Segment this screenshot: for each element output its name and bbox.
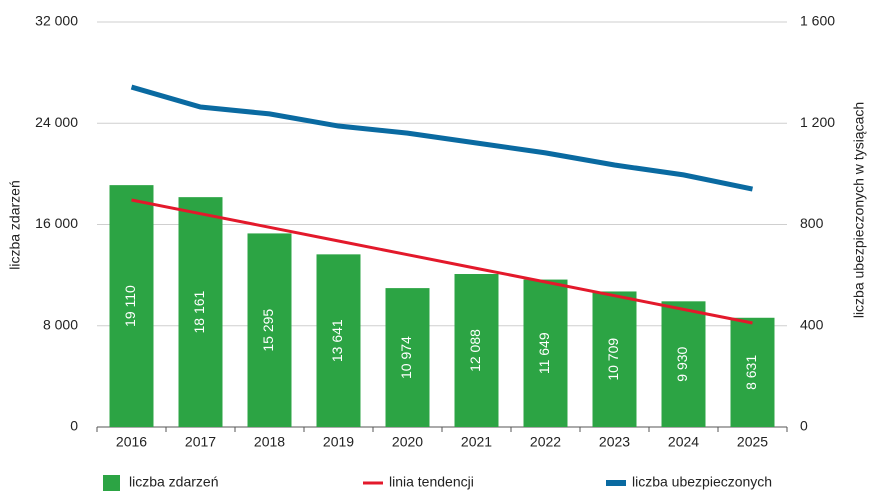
- y2-tick-label: 0: [800, 418, 808, 434]
- data-label: 15 295: [260, 309, 276, 352]
- x-tick-label: 2019: [323, 434, 354, 450]
- bar: [178, 197, 223, 427]
- legend-swatch: [103, 475, 120, 491]
- x-tick-label: 2025: [737, 434, 768, 450]
- y2-tick-label: 400: [800, 316, 824, 332]
- data-label: 18 161: [191, 290, 207, 333]
- data-label: 8 631: [743, 355, 759, 390]
- y2-axis-title: liczba ubezpieczonych w tysiącach: [851, 102, 867, 318]
- x-tick-label: 2018: [254, 434, 285, 450]
- data-label: 10 974: [398, 336, 414, 379]
- line: [131, 198, 753, 325]
- bar: [592, 291, 637, 427]
- bar: [316, 254, 361, 427]
- bar: [385, 288, 430, 427]
- bar: [109, 185, 154, 427]
- data-label: 19 110: [122, 285, 138, 327]
- x-tick-label: 2017: [185, 434, 216, 450]
- y-tick-label: 0: [70, 418, 78, 434]
- y2-tick-label: 1 600: [800, 13, 835, 29]
- x-tick-label: 2023: [599, 434, 630, 450]
- bar: [661, 301, 706, 427]
- data-label: 9 930: [674, 346, 690, 381]
- x-tick-label: 2016: [116, 434, 147, 450]
- line: [130, 84, 754, 192]
- x-tick-label: 2021: [461, 434, 492, 450]
- y-tick-label: 16 000: [35, 215, 78, 231]
- legend-label: linia tendencji: [389, 474, 474, 490]
- y-tick-label: 32 000: [35, 13, 78, 29]
- y-tick-label: 24 000: [35, 114, 78, 130]
- x-tick-label: 2022: [530, 434, 561, 450]
- bar: [730, 317, 775, 427]
- y-tick-label: 8 000: [43, 316, 78, 332]
- legend-label: liczba zdarzeń: [129, 474, 219, 490]
- data-label: 13 641: [329, 319, 345, 362]
- y2-tick-label: 1 200: [800, 114, 835, 130]
- x-tick-label: 2020: [392, 434, 423, 450]
- bar: [523, 279, 568, 427]
- y2-tick-label: 800: [800, 215, 824, 231]
- data-label: 12 088: [467, 329, 483, 372]
- legend-label: liczba ubezpieczonych: [632, 474, 772, 490]
- x-tick-label: 2024: [668, 434, 699, 450]
- data-label: 10 709: [605, 338, 621, 381]
- data-label: 11 649: [536, 332, 552, 374]
- y-axis-title: liczba zdarzeń: [7, 180, 23, 270]
- bar: [454, 274, 499, 427]
- bar: [247, 233, 292, 427]
